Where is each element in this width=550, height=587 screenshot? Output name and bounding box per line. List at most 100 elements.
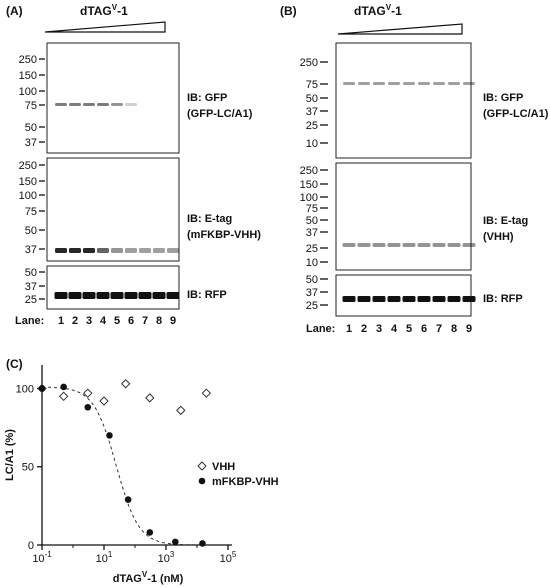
panel-b-etag-blot: [335, 162, 472, 271]
mw-label: 37: [25, 244, 37, 256]
blot-band: [373, 82, 385, 85]
blot-band: [125, 103, 137, 106]
blot-band: [432, 243, 446, 247]
mw-label: 250: [19, 160, 37, 172]
panel-a-rfp-ib-label: IB: RFP: [187, 289, 227, 301]
blot-band: [68, 292, 82, 299]
blot-band: [111, 248, 123, 253]
legend-marker-mfkbp-vhh: [198, 477, 206, 485]
mw-label: 25: [306, 300, 318, 312]
blot-band: [387, 296, 401, 302]
lane-number: 5: [114, 315, 120, 327]
blot-band: [139, 248, 151, 253]
blot-band: [153, 248, 165, 253]
panel-a-gfp-blot: [46, 42, 180, 154]
panel-b-etag-mw-markers: 250 150 100 75 50 37 25 10: [300, 165, 328, 269]
blot-band: [403, 82, 415, 85]
lane-number: 5: [406, 323, 412, 335]
mw-label: 150: [19, 70, 37, 82]
legend-label-vhh: VHH: [212, 461, 235, 473]
panel-b-rfp-bands: [342, 296, 476, 302]
blot-band: [138, 292, 152, 299]
x-tick-label: 105: [220, 550, 237, 565]
panel-a-etag-mw-markers: 250 150 100 75 50 37: [19, 160, 45, 256]
blot-band: [124, 292, 138, 299]
panel-a-rfp-mw-markers: 50 37 25: [25, 267, 45, 306]
lane-number: 2: [72, 315, 78, 327]
lane-number: 3: [86, 315, 92, 327]
legend-marker-vhh: [197, 461, 207, 471]
mw-label: 37: [306, 287, 318, 299]
mw-label: 100: [19, 190, 37, 202]
dose-response-fit-curve: [42, 386, 197, 546]
legend-diamond-marker: [197, 461, 207, 471]
blot-band: [387, 243, 401, 247]
lane-number: 7: [436, 323, 442, 335]
panel-b-label: (B): [280, 4, 297, 18]
blot-band: [462, 243, 476, 247]
lane-number: 9: [466, 323, 472, 335]
mw-label: 250: [19, 54, 37, 66]
lane-number: 7: [142, 315, 148, 327]
blot-band: [417, 243, 431, 247]
x-tick-label: 103: [158, 550, 175, 565]
mw-label: 100: [19, 86, 37, 98]
lane-number: 8: [451, 323, 457, 335]
y-tick-label: 0: [28, 540, 34, 552]
panel-b-etag-ib-label: IB: E-tag: [483, 215, 528, 227]
panel-a-dose-wedge: [44, 21, 166, 33]
panel-b-etag-ib-target: (VHH): [483, 231, 514, 243]
blot-band: [110, 292, 124, 299]
blot-band: [448, 82, 460, 85]
panel-b-lane-caption: Lane:: [306, 323, 335, 335]
data-points: [37, 379, 212, 547]
y-tick-label: 100: [16, 383, 34, 395]
blot-band: [342, 243, 356, 247]
y-tick-label: 50: [22, 462, 34, 474]
legend: VHH mFKBP-VHH: [197, 461, 279, 488]
x-axis-title: dTAGV-1 (nM): [113, 570, 184, 585]
mw-label: 25: [25, 294, 37, 306]
vhh-data-point: [120, 379, 131, 389]
legend-label-mfkbp-vhh: mFKBP-VHH: [212, 476, 279, 488]
blot-band: [111, 103, 123, 106]
panel-b-etag-bands: [342, 243, 476, 247]
panel-a-gfp-ib-target: (GFP-LC/A1): [187, 108, 253, 120]
blot-band: [69, 103, 81, 106]
mw-label: 50: [306, 215, 318, 227]
mw-label: 50: [25, 122, 37, 134]
lane-number: 1: [58, 315, 64, 327]
mfkbp-vhh-data-point: [124, 496, 132, 503]
mfkbp-vhh-data-point: [106, 432, 113, 439]
mw-label: 150: [300, 179, 318, 191]
mw-label: 250: [300, 165, 318, 177]
vhh-data-point: [145, 393, 155, 403]
blot-band: [432, 296, 446, 302]
blot-band: [402, 296, 416, 302]
blot-band: [388, 82, 400, 85]
blot-band: [167, 248, 179, 253]
panel-c-label: (C): [6, 357, 23, 371]
mw-label: 37: [306, 106, 318, 118]
panel-a-lane-caption: Lane:: [15, 315, 44, 327]
mw-label: 37: [25, 281, 37, 293]
blot-band: [358, 82, 370, 85]
panel-a-etag-ib-label: IB: E-tag: [187, 213, 232, 225]
lane-number: 4: [100, 315, 107, 327]
mw-label: 50: [25, 267, 37, 279]
vhh-data-point: [83, 388, 93, 398]
blot-band: [447, 296, 461, 302]
mw-label: 250: [300, 57, 318, 69]
panel-b: (B) dTAGV-1 250 75 50 37 25 10 250 150 1…: [280, 3, 549, 335]
mw-label: 75: [306, 79, 318, 91]
mw-label: 75: [25, 206, 37, 218]
vhh-data-point: [176, 405, 186, 416]
mw-label: 75: [25, 100, 37, 112]
panel-a-rfp-blot: [46, 265, 180, 310]
blot-band: [83, 248, 95, 253]
x-tick-label: 10-1: [32, 550, 52, 565]
mfkbp-vhh-data-point: [84, 403, 92, 411]
mfkbp-vhh-data-point: [60, 383, 67, 391]
